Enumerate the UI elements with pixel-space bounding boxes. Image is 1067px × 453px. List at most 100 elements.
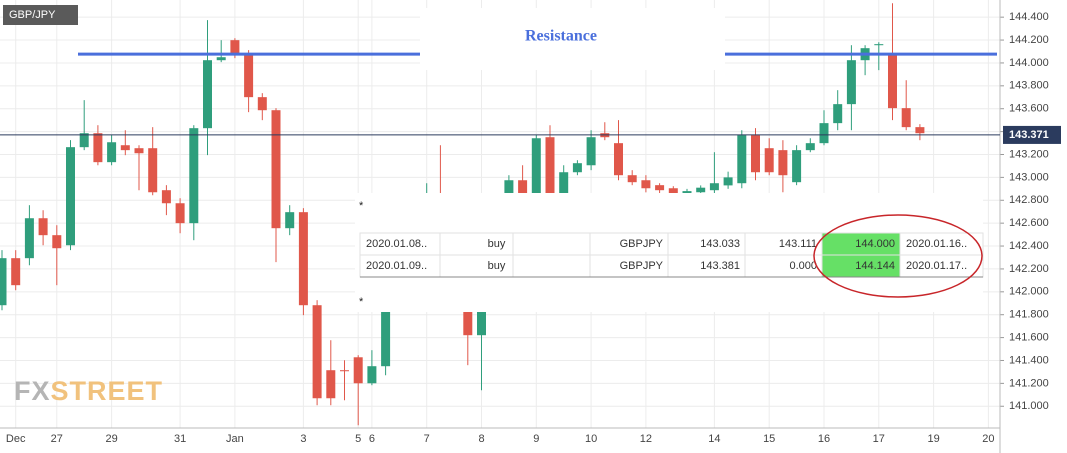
symbol: GBP/JPY [9, 9, 56, 21]
candle-body [257, 97, 267, 111]
candle-body [134, 148, 144, 154]
resistance-label: Resistance [525, 28, 597, 45]
table-cell-text: 143.111 [779, 238, 817, 250]
candle-body [833, 104, 843, 124]
candle-body [709, 183, 719, 191]
x-tick-label: 31 [174, 433, 186, 445]
candle-body [175, 203, 185, 224]
table-cell-text: 143.381 [700, 260, 740, 272]
y-tick-label: 143.200 [1009, 148, 1049, 160]
x-tick-label: 3 [300, 433, 306, 445]
candle-body [531, 138, 541, 212]
y-tick-label: 142.000 [1009, 286, 1049, 298]
candle-body [244, 55, 254, 98]
candle-body [805, 143, 815, 151]
x-tick-label: 7 [424, 433, 430, 445]
y-tick-label: 143.800 [1009, 80, 1049, 92]
table-cell-text: 2020.01.16.. [906, 238, 967, 250]
candle-body [285, 212, 295, 229]
y-tick-label: 144.200 [1009, 34, 1049, 46]
highlight-circle [813, 214, 983, 298]
overlay: Resistance GBP/JPY * * 2020.01.08.. buy GBPJPY… [3, 5, 984, 312]
plot: FXSTREET 143.371 [0, 3, 1061, 426]
y-tick-label: 141.800 [1009, 309, 1049, 321]
candle-body [0, 258, 7, 306]
y-tick-label: 142.800 [1009, 194, 1049, 206]
candle-body [764, 148, 774, 173]
x-tick-label: 27 [51, 433, 63, 445]
table-cell-text: buy [488, 260, 506, 272]
x-tick-label: 17 [873, 433, 885, 445]
x-tick-label: 12 [640, 433, 652, 445]
candle-body [11, 258, 21, 286]
candle-body [846, 60, 856, 105]
candle-body [312, 305, 322, 399]
candle-body [161, 190, 171, 204]
candle-body [737, 135, 747, 184]
candle-body [614, 143, 623, 176]
candle-body [66, 147, 75, 246]
candle-body [203, 60, 212, 129]
candle-body [668, 188, 678, 194]
watermark-part: STREET [51, 376, 164, 406]
candle-body [230, 40, 240, 56]
candle-body [915, 127, 925, 134]
symbol-box [3, 5, 78, 25]
candle-body [655, 185, 665, 191]
y-tick-label: 144.000 [1009, 57, 1049, 69]
candle-body [326, 370, 336, 399]
x-tick-label: 9 [533, 433, 539, 445]
candle-body [723, 177, 733, 186]
table-note: * [359, 296, 364, 308]
y-tick-label: 142.400 [1009, 240, 1049, 252]
table-cell-text: GBPJPY [620, 238, 664, 250]
candle-body [120, 145, 130, 151]
candle-body [559, 172, 569, 201]
candle-body [353, 357, 363, 384]
candle-body [572, 163, 582, 173]
y-tick-label: 143.000 [1009, 171, 1049, 183]
candle-body [367, 366, 377, 384]
x-tick-label: 20 [982, 433, 994, 445]
x-tick-label: Jan [226, 433, 244, 445]
candle-body [93, 133, 103, 163]
candle-body [792, 150, 802, 183]
table-cell-text: 2020.01.17.. [906, 260, 967, 272]
table-cell [512, 232, 591, 256]
candle-body [148, 148, 158, 193]
candle-body [888, 55, 897, 109]
y-tick-label: 141.000 [1009, 400, 1049, 412]
candle-body [52, 235, 62, 249]
x-tick-label: 15 [763, 433, 775, 445]
table-cell-text: GBPJPY [620, 260, 664, 272]
table-cell-text: buy [488, 238, 506, 250]
candle-body [298, 212, 308, 306]
candle-body [107, 142, 117, 163]
watermark: FXSTREET [14, 376, 163, 406]
table-cell [512, 254, 591, 278]
table-cell-text: 143.033 [700, 238, 740, 250]
watermark-part: FX [14, 376, 51, 406]
x-tick-label: 16 [818, 433, 830, 445]
candle-body [874, 44, 884, 46]
x-tick-label: Dec [6, 433, 26, 445]
y-tick-label: 142.200 [1009, 263, 1049, 275]
table-cell-text: 144.144 [855, 260, 895, 272]
y-tick-label: 141.400 [1009, 354, 1049, 366]
x-tick-label: 19 [927, 433, 939, 445]
candle-body [682, 191, 692, 195]
x-tick-label: 6 [369, 433, 375, 445]
candle-body [340, 370, 349, 372]
candle-body [778, 150, 788, 176]
table-cell-text: 2020.01.08.. [366, 238, 427, 250]
x-tick-label: 10 [585, 433, 597, 445]
last-price-box [1003, 125, 1061, 144]
candle-body [627, 175, 637, 183]
candle-body [819, 123, 829, 144]
candle-body [751, 135, 760, 173]
y-tick-label: 144.400 [1009, 11, 1049, 23]
x-tick-label: 5 [355, 433, 361, 445]
y-tick-label: 141.600 [1009, 331, 1049, 343]
last-price-label: 143.371 [1009, 129, 1049, 141]
